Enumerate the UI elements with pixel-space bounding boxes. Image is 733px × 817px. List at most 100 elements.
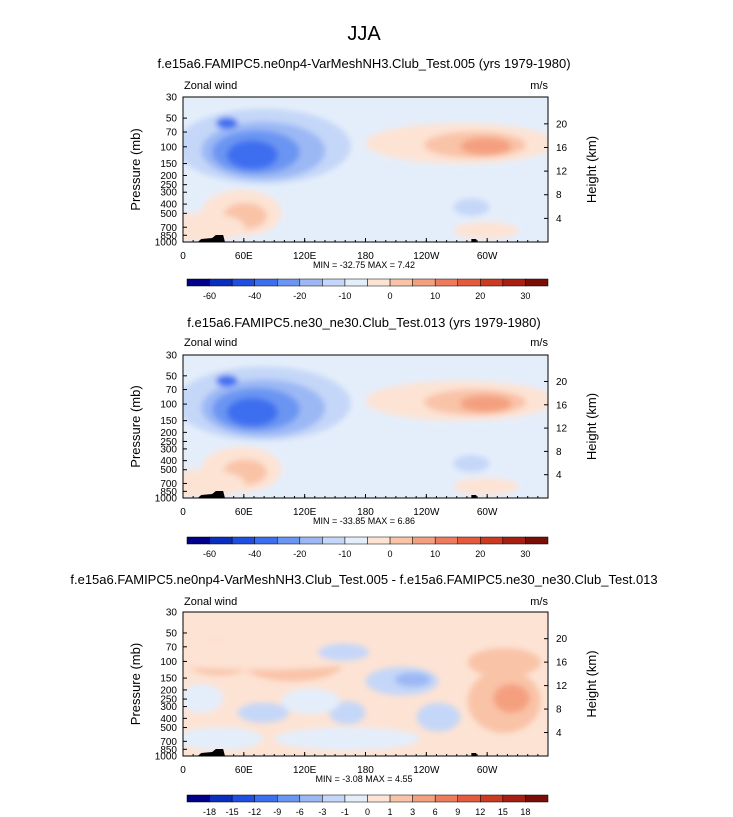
y-tick-label: 30 xyxy=(166,608,178,619)
units-label: m/s xyxy=(530,80,548,92)
colorbar-label: 30 xyxy=(520,549,530,559)
y-tick-label: 30 xyxy=(166,93,178,104)
colorbar-swatch xyxy=(277,278,301,287)
colorbar-label: -40 xyxy=(248,291,261,301)
colorbar-swatch xyxy=(254,794,278,803)
colorbar-label: 20 xyxy=(475,549,485,559)
colorbar-swatch xyxy=(412,278,436,287)
y-tick-label: 300 xyxy=(160,444,177,455)
y-axis-label: Pressure (mb) xyxy=(128,128,143,210)
topography xyxy=(471,239,477,242)
colorbar-label: -10 xyxy=(338,549,351,559)
contour-region xyxy=(183,469,246,498)
chart-panel-3: f.e15a6.FAMIPC5.ne0np4-VarMeshNH3.Club_T… xyxy=(70,572,657,817)
right-tick-label: 4 xyxy=(556,470,562,481)
colorbar-label: -6 xyxy=(296,807,304,817)
colorbar-swatch xyxy=(502,794,526,803)
y-axis-label: Pressure (mb) xyxy=(128,385,143,467)
colorbar-swatch xyxy=(480,278,504,287)
colorbar-swatch xyxy=(186,278,210,287)
colorbar-label: 1 xyxy=(388,807,393,817)
contour-region xyxy=(453,198,490,216)
contour-region xyxy=(183,684,224,713)
right-tick-label: 8 xyxy=(556,447,562,458)
contour-region xyxy=(460,395,512,413)
y-tick-label: 700 xyxy=(160,223,177,234)
y-tick-label: 300 xyxy=(160,188,177,199)
right-axis-label: Height (km) xyxy=(584,393,599,460)
colorbar-label: -18 xyxy=(203,807,216,817)
contour-region xyxy=(394,672,432,687)
colorbar-swatch xyxy=(389,536,413,545)
colorbar-label: 18 xyxy=(520,807,530,817)
right-tick-label: 12 xyxy=(556,167,568,178)
topography xyxy=(197,491,225,498)
min-max-label: MIN = -33.85 MAX = 6.86 xyxy=(313,516,415,526)
right-tick-label: 12 xyxy=(556,424,568,435)
y-tick-label: 400 xyxy=(160,456,177,467)
contour-blobs xyxy=(183,97,548,242)
y-tick-label: 50 xyxy=(166,371,178,382)
contour-field xyxy=(183,355,548,498)
x-tick-label: 120W xyxy=(413,507,440,518)
colorbar-swatch xyxy=(299,278,323,287)
topography xyxy=(197,235,225,242)
right-tick-label: 4 xyxy=(556,728,562,739)
colorbar-swatch xyxy=(209,536,233,545)
contour-region xyxy=(453,221,519,240)
colorbar-swatch xyxy=(457,278,481,287)
colorbar-swatch xyxy=(299,794,323,803)
right-tick-label: 4 xyxy=(556,214,562,225)
contour-region xyxy=(416,702,461,732)
colorbar-swatch xyxy=(254,536,278,545)
y-tick-label: 200 xyxy=(160,685,177,696)
contour-region xyxy=(453,477,519,496)
contour-region xyxy=(215,117,238,129)
contour-blobs xyxy=(183,614,541,751)
y-tick-label: 400 xyxy=(160,200,177,211)
chart-title: f.e15a6.FAMIPC5.ne0np4-VarMeshNH3.Club_T… xyxy=(157,56,570,71)
units-label: m/s xyxy=(530,596,548,608)
x-tick-label: 0 xyxy=(180,507,186,518)
x-tick-label: 120E xyxy=(293,765,317,776)
y-tick-label: 200 xyxy=(160,428,177,439)
right-tick-label: 16 xyxy=(556,400,568,411)
colorbar-swatch xyxy=(322,278,346,287)
x-tick-label: 120W xyxy=(413,251,440,262)
contour-region xyxy=(183,355,548,366)
contour-field xyxy=(183,612,548,756)
contour-region xyxy=(281,688,340,715)
colorbar-swatch xyxy=(367,794,391,803)
colorbar-swatch xyxy=(525,278,549,287)
x-tick-label: 60E xyxy=(235,251,253,262)
y-tick-label: 500 xyxy=(160,209,177,220)
y-tick-label: 400 xyxy=(160,714,177,725)
y-tick-label: 700 xyxy=(160,479,177,490)
y-tick-label: 1000 xyxy=(155,238,178,249)
right-tick-label: 16 xyxy=(556,658,568,669)
colorbar-swatch xyxy=(457,536,481,545)
chart-title: f.e15a6.FAMIPC5.ne0np4-VarMeshNH3.Club_T… xyxy=(70,572,657,587)
colorbar-label: 30 xyxy=(520,291,530,301)
colorbar-label: 15 xyxy=(498,807,508,817)
colorbar-label: -60 xyxy=(203,291,216,301)
colorbar-label: 0 xyxy=(388,291,393,301)
colorbar-label: -15 xyxy=(226,807,239,817)
right-tick-label: 12 xyxy=(556,681,568,692)
chart-panel-2: f.e15a6.FAMIPC5.ne30_ne30.Club_Test.013 … xyxy=(128,315,599,559)
colorbar-label: -60 xyxy=(203,549,216,559)
x-tick-label: 60W xyxy=(477,507,498,518)
x-tick-label: 120E xyxy=(293,251,317,262)
y-tick-label: 50 xyxy=(166,114,178,125)
colorbar-swatch xyxy=(389,794,413,803)
y-tick-label: 250 xyxy=(160,437,177,448)
right-axis-label: Height (km) xyxy=(584,650,599,717)
contour-region xyxy=(453,455,490,473)
colorbar-label: -1 xyxy=(341,807,349,817)
y-tick-label: 500 xyxy=(160,723,177,734)
colorbar-label: 9 xyxy=(455,807,460,817)
y-tick-label: 250 xyxy=(160,695,177,706)
colorbar-swatch xyxy=(525,536,549,545)
colorbar-swatch xyxy=(299,536,323,545)
